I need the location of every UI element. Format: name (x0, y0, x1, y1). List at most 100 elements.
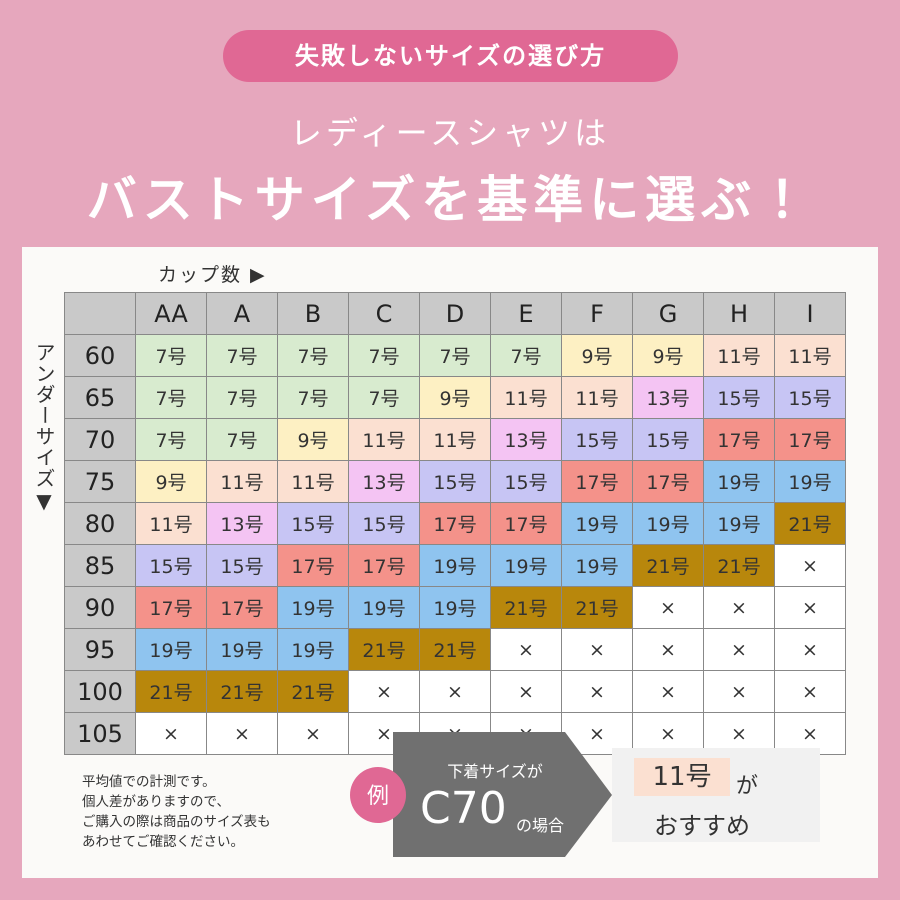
cup-label: カップ数 ▶ (158, 264, 267, 286)
row-header: 80 (64, 502, 136, 545)
size-cell: × (703, 712, 775, 755)
size-table: AA A B C D E F G H I 60 7号 7号 7号 7号 7号 7号 9号 9号 11号 11号 65 7号 7… (64, 292, 846, 755)
badge: 失敗しないサイズの選び方 (223, 30, 678, 82)
note-line: あわせてご確認ください。 (82, 834, 244, 850)
example-particle: が (736, 774, 759, 799)
column-header: A (206, 292, 278, 335)
table-row: 75 9号 11号 11号 13号 15号 15号 17号 17号 19号 19号 (64, 460, 846, 503)
row-header: 75 (64, 460, 136, 503)
example-suffix: の場合 (516, 816, 565, 835)
size-cell: 17号 (490, 502, 562, 545)
size-cell: 13号 (348, 460, 420, 503)
size-cell: 13号 (632, 376, 704, 419)
size-cell: × (774, 544, 846, 587)
size-cell: 9号 (277, 418, 349, 461)
row-header: 70 (64, 418, 136, 461)
size-cell: × (490, 712, 562, 755)
size-cell: × (703, 628, 775, 671)
size-cell: × (632, 628, 704, 671)
notes: 平均値での計測です。 個人差がありますので、 ご購入の際は商品のサイズ表も あわせてご… (82, 772, 271, 852)
column-header: B (277, 292, 349, 335)
size-cell: × (135, 712, 207, 755)
table-row: 85 15号 15号 17号 17号 19号 19号 19号 21号 21号 × (64, 544, 846, 587)
size-cell: 19号 (774, 460, 846, 503)
size-cell: × (561, 670, 633, 713)
column-header: I (774, 292, 846, 335)
size-cell: 7号 (206, 334, 278, 377)
row-header: 95 (64, 628, 136, 671)
row-header: 65 (64, 376, 136, 419)
size-cell: 17号 (348, 544, 420, 587)
size-cell: 19号 (277, 628, 349, 671)
size-cell: 7号 (490, 334, 562, 377)
size-cell: 13号 (490, 418, 562, 461)
size-cell: 21号 (348, 628, 420, 671)
size-cell: × (703, 670, 775, 713)
header-row: AA A B C D E F G H I (64, 292, 846, 335)
size-cell: × (206, 712, 278, 755)
table-row: 60 7号 7号 7号 7号 7号 7号 9号 9号 11号 11号 (64, 334, 846, 377)
example-mark: 例 (366, 784, 389, 809)
size-cell: 11号 (774, 334, 846, 377)
size-cell: × (277, 712, 349, 755)
size-cell: 17号 (774, 418, 846, 461)
size-cell: 21号 (419, 628, 491, 671)
size-cell: 17号 (703, 418, 775, 461)
size-cell: 7号 (277, 376, 349, 419)
size-cell: 7号 (348, 334, 420, 377)
column-header: H (703, 292, 775, 335)
size-cell: 7号 (206, 376, 278, 419)
size-cell: 9号 (561, 334, 633, 377)
example-tail: おすすめ (654, 812, 750, 840)
size-cell: 15号 (490, 460, 562, 503)
size-cell: 21号 (206, 670, 278, 713)
headline: バストサイズを基準に選ぶ！ (86, 171, 814, 229)
size-cell: × (774, 586, 846, 629)
table-row: 90 17号 17号 19号 19号 19号 21号 21号 × × × (64, 586, 846, 629)
size-cell: 19号 (419, 544, 491, 587)
size-cell: × (632, 670, 704, 713)
size-cell: 9号 (632, 334, 704, 377)
row-header: 100 (64, 670, 136, 713)
corner-cell (64, 292, 136, 335)
size-cell: 17号 (206, 586, 278, 629)
size-cell: 17号 (561, 460, 633, 503)
note-line: ご購入の際は商品のサイズ表も (82, 814, 271, 830)
size-cell: 19号 (703, 502, 775, 545)
size-cell: 15号 (774, 376, 846, 419)
column-header: AA (135, 292, 207, 335)
example-prefix: 下着サイズが (447, 762, 543, 781)
note-line: 個人差がありますので、 (82, 794, 230, 810)
size-cell: 13号 (206, 502, 278, 545)
size-cell: × (348, 670, 420, 713)
size-cell: 19号 (135, 628, 207, 671)
row-header: 90 (64, 586, 136, 629)
table-row: 80 11号 13号 15号 15号 17号 17号 19号 19号 19号 21号 (64, 502, 846, 545)
size-cell: × (774, 670, 846, 713)
size-cell: × (774, 628, 846, 671)
size-cell: 7号 (277, 334, 349, 377)
size-cell: 7号 (348, 376, 420, 419)
size-cell: 7号 (206, 418, 278, 461)
size-cell: × (419, 712, 491, 755)
size-cell: 17号 (419, 502, 491, 545)
column-header: F (561, 292, 633, 335)
size-cell: 21号 (703, 544, 775, 587)
size-cell: × (632, 586, 704, 629)
size-cell: 19号 (206, 628, 278, 671)
size-cell: 11号 (419, 418, 491, 461)
size-cell: 9号 (135, 460, 207, 503)
size-cell: 15号 (277, 502, 349, 545)
size-cell: 15号 (632, 418, 704, 461)
size-cell: × (490, 628, 562, 671)
size-cell: 7号 (135, 376, 207, 419)
example-size: C70 (420, 783, 507, 834)
column-header: G (632, 292, 704, 335)
size-cell: 9号 (419, 376, 491, 419)
under-label: アンダーサイズ▼ (32, 342, 56, 514)
size-cell: 15号 (561, 418, 633, 461)
example-result: 11号 (652, 762, 712, 792)
size-cell: 21号 (632, 544, 704, 587)
size-cell: 21号 (277, 670, 349, 713)
table-row: 105 × × × × × × × × × × (64, 712, 846, 755)
